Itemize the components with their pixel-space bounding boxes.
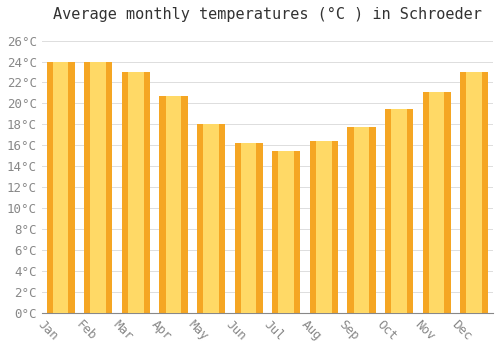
Bar [204, 124, 219, 313]
Bar [84, 62, 112, 313]
Bar [422, 92, 451, 313]
Bar [122, 72, 150, 313]
Bar [46, 62, 74, 313]
Bar [466, 72, 482, 313]
Bar [53, 62, 68, 313]
Bar [197, 124, 225, 313]
Bar [272, 150, 300, 313]
Bar [310, 141, 338, 313]
Bar [392, 109, 407, 313]
Bar [90, 62, 106, 313]
Bar [234, 143, 262, 313]
Bar [278, 150, 294, 313]
Bar [128, 72, 144, 313]
Bar [429, 92, 444, 313]
Bar [160, 96, 188, 313]
Bar [385, 109, 413, 313]
Bar [166, 96, 181, 313]
Bar [460, 72, 488, 313]
Bar [354, 126, 369, 313]
Bar [241, 143, 256, 313]
Title: Average monthly temperatures (°C ) in Schroeder: Average monthly temperatures (°C ) in Sc… [53, 7, 482, 22]
Bar [316, 141, 332, 313]
Bar [348, 126, 376, 313]
